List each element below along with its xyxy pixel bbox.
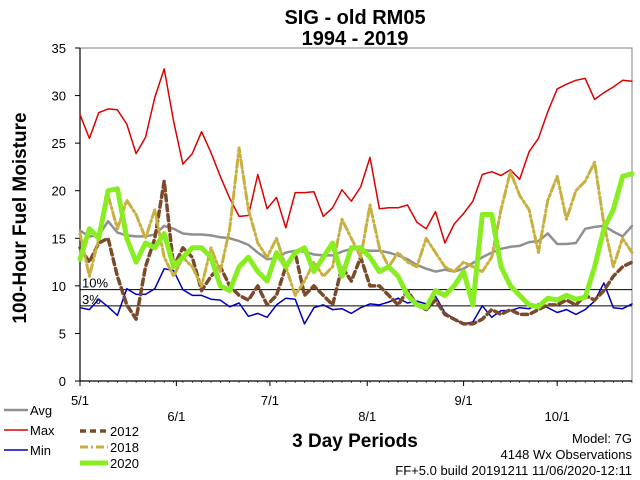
observations-label: 4148 Wx Observations (500, 447, 632, 462)
y-tick-label: 15 (52, 231, 66, 246)
model-label: Model: 7G (572, 431, 632, 446)
build-label: FF+5.0 build 20191211 11/06/2020-12:11 (395, 463, 632, 478)
x-tick-label: 8/1 (358, 409, 376, 424)
threshold-label: 10% (82, 276, 108, 291)
series-line-2020 (77, 171, 635, 311)
x-tick-label: 7/1 (261, 393, 279, 408)
y-ticks: 0 5 10 15 20 25 30 35 (52, 41, 80, 389)
legend-label-2012: 2012 (110, 424, 139, 439)
y-tick-label: 20 (52, 184, 66, 199)
y-axis-title: 100-Hour Fuel Moisture (10, 112, 31, 323)
y-tick-label: 10 (52, 279, 66, 294)
legend: Avg Max Min 2012 2018 2020 (4, 403, 139, 471)
y-tick-label: 5 (59, 326, 66, 341)
x-tick-label: 9/1 (455, 393, 473, 408)
plot-frame (79, 47, 633, 382)
x-ticks: 5/1 6/1 7/1 8/1 9/1 10/1 (71, 381, 633, 424)
series-lines (77, 68, 635, 326)
y-tick-label: 30 (52, 89, 66, 104)
legend-label-min: Min (30, 443, 51, 458)
x-axis-title: 3 Day Periods (292, 431, 418, 452)
threshold-lines: 10%3% (80, 276, 632, 307)
x-tick-label: 5/1 (71, 393, 89, 408)
series-line-max (79, 68, 633, 244)
legend-label-2018: 2018 (110, 440, 139, 455)
x-tick-label: 10/1 (544, 409, 569, 424)
threshold-label: 3% (82, 292, 101, 307)
y-tick-label: 25 (52, 136, 66, 151)
y-tick-label: 0 (59, 374, 66, 389)
legend-label-avg: Avg (30, 403, 52, 418)
legend-label-max: Max (30, 423, 55, 438)
chart-title: SIG - old RM05 (284, 7, 425, 29)
x-tick-label: 6/1 (167, 409, 185, 424)
legend-label-2020: 2020 (110, 456, 139, 471)
series-line-2012 (78, 179, 634, 326)
chart-subtitle: 1994 - 2019 (302, 28, 409, 50)
y-tick-label: 35 (52, 41, 66, 56)
